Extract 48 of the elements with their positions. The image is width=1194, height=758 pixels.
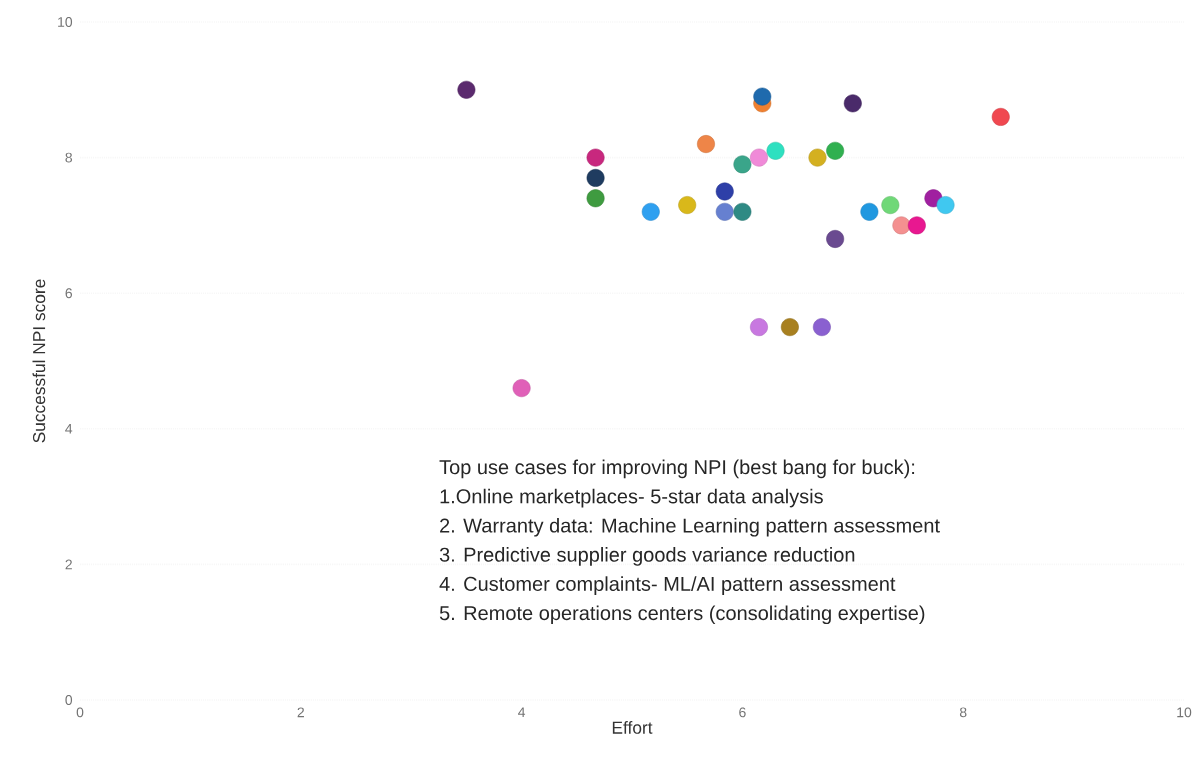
point — [808, 148, 827, 167]
point — [715, 182, 734, 201]
point — [457, 80, 476, 99]
x-tick-label: 10 — [1177, 707, 1192, 718]
point — [780, 318, 799, 337]
point — [753, 87, 772, 106]
y-tick-label: 4 — [65, 424, 73, 434]
y-tick-label: 2 — [65, 559, 72, 570]
y-tick-label: 10 — [58, 17, 73, 27]
x-tick-label: 4 — [518, 707, 526, 718]
y-axis-title: Successful NPI score — [32, 279, 46, 443]
y-tick-label: 0 — [65, 695, 73, 705]
point — [812, 318, 831, 337]
point — [826, 230, 845, 248]
annotation: 2. Warranty data: Machine Learning pattern assessment — [440, 517, 940, 537]
annotation: 5. Remote operations centers (consolidating expertise) — [439, 605, 925, 625]
annotation: 1.Online marketplaces- 5-star data analysis — [440, 488, 823, 508]
point — [586, 148, 605, 167]
x-tick-label: 8 — [959, 707, 967, 718]
point — [892, 216, 911, 235]
point — [586, 169, 605, 187]
x-axis-title: Effort — [612, 721, 653, 734]
point — [843, 94, 862, 113]
point — [586, 189, 605, 208]
annotation: Top use cases for improving NPI (best bang for buck): — [439, 459, 915, 479]
point — [881, 196, 900, 214]
y-tick-label: 6 — [65, 288, 73, 299]
point — [826, 141, 845, 160]
point — [766, 141, 785, 160]
annotation: 4. Customer complaints- ML/AI pattern assessment — [439, 576, 896, 595]
point — [733, 155, 752, 174]
point — [733, 202, 752, 221]
point — [697, 135, 715, 153]
point — [750, 148, 768, 167]
point — [907, 216, 926, 235]
point — [715, 202, 734, 221]
point — [678, 196, 697, 214]
point — [936, 196, 955, 214]
point — [991, 107, 1010, 126]
x-tick-label: 6 — [739, 707, 746, 718]
point — [750, 318, 768, 337]
x-tick-label: 0 — [76, 707, 84, 718]
y-tick-label: 8 — [65, 152, 73, 163]
point — [512, 379, 531, 398]
point — [860, 202, 879, 221]
x-tick-label: 2 — [297, 707, 304, 718]
point — [641, 202, 660, 221]
annotation: 3. Predictive supplier goods variance reduction — [439, 547, 855, 566]
